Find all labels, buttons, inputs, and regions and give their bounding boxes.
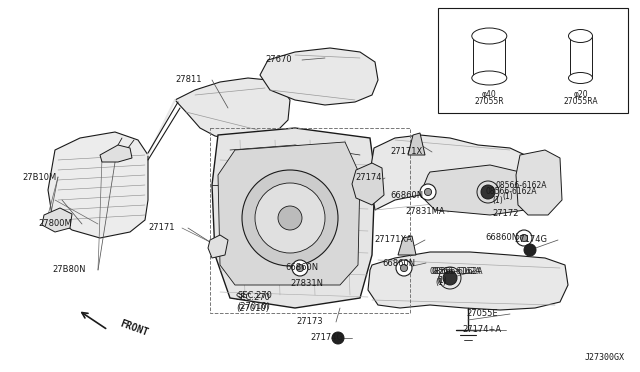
Polygon shape [42, 208, 72, 232]
Text: J27300GX: J27300GX [585, 353, 625, 362]
Circle shape [296, 264, 303, 272]
Text: 27172: 27172 [492, 209, 518, 218]
Text: 27055RA: 27055RA [563, 96, 598, 106]
Circle shape [401, 264, 408, 272]
Text: 27173: 27173 [296, 317, 323, 327]
Bar [210, 128, 410, 313]
Text: 08566-6162A: 08566-6162A [430, 266, 481, 276]
Text: 27171: 27171 [148, 224, 175, 232]
Text: 27B10M: 27B10M [22, 173, 56, 182]
Bar [438, 8, 628, 113]
Polygon shape [48, 132, 148, 238]
Text: (27010): (27010) [237, 302, 270, 311]
Circle shape [292, 260, 308, 276]
Text: 27811: 27811 [175, 76, 202, 84]
Ellipse shape [472, 28, 507, 44]
Text: φ40: φ40 [482, 90, 497, 99]
Circle shape [278, 206, 302, 230]
Text: 27174+A: 27174+A [462, 326, 501, 334]
Text: 27174: 27174 [355, 173, 381, 183]
Text: 27055R: 27055R [474, 96, 504, 106]
Bar [570, 36, 591, 78]
Circle shape [424, 188, 431, 196]
Polygon shape [368, 252, 568, 310]
Circle shape [255, 183, 325, 253]
Polygon shape [398, 236, 416, 255]
Text: 66860N: 66860N [285, 263, 318, 272]
Polygon shape [420, 165, 530, 215]
Ellipse shape [568, 29, 593, 42]
Text: SEC.270: SEC.270 [237, 291, 272, 299]
Text: 27055E: 27055E [466, 310, 498, 318]
Text: 66860N: 66860N [485, 234, 518, 243]
Text: 27831MA: 27831MA [405, 208, 445, 217]
Bar [474, 36, 506, 78]
Text: 27171XA: 27171XA [374, 235, 412, 244]
Polygon shape [370, 135, 528, 210]
Text: 27B80N: 27B80N [52, 266, 86, 275]
Text: 08566-6162A: 08566-6162A [432, 266, 483, 276]
Text: φ20: φ20 [573, 90, 588, 99]
Circle shape [481, 185, 495, 199]
Text: 27800M: 27800M [38, 219, 72, 228]
Text: 27831N: 27831N [290, 279, 323, 288]
Circle shape [443, 271, 457, 285]
Text: 27670: 27670 [265, 55, 292, 64]
Text: (1): (1) [436, 276, 447, 285]
Polygon shape [208, 235, 228, 258]
Ellipse shape [472, 71, 507, 85]
Text: FRONT: FRONT [118, 318, 149, 338]
Circle shape [516, 230, 532, 246]
Text: 27171X: 27171X [390, 148, 422, 157]
Circle shape [524, 244, 536, 256]
Text: 66860N: 66860N [390, 190, 423, 199]
Circle shape [396, 260, 412, 276]
Text: (1): (1) [435, 278, 445, 286]
Text: (1): (1) [502, 192, 513, 201]
Polygon shape [352, 163, 384, 205]
Text: 08566-6162A: 08566-6162A [496, 182, 547, 190]
Polygon shape [260, 48, 378, 105]
Text: (1): (1) [492, 196, 503, 205]
Polygon shape [218, 142, 360, 285]
Text: 08566-6162A: 08566-6162A [485, 186, 536, 196]
Text: 66860N: 66860N [382, 259, 415, 267]
Text: 27174G: 27174G [514, 235, 547, 244]
Polygon shape [516, 150, 562, 215]
Polygon shape [212, 128, 375, 308]
Text: 27174G: 27174G [310, 334, 343, 343]
Text: (27010): (27010) [236, 304, 269, 312]
Circle shape [332, 332, 344, 344]
Polygon shape [175, 78, 290, 140]
Text: SEC.270: SEC.270 [236, 292, 271, 301]
Circle shape [420, 184, 436, 200]
Polygon shape [408, 133, 425, 155]
Circle shape [520, 234, 527, 241]
Ellipse shape [568, 73, 593, 83]
Circle shape [242, 170, 338, 266]
Polygon shape [100, 145, 132, 162]
